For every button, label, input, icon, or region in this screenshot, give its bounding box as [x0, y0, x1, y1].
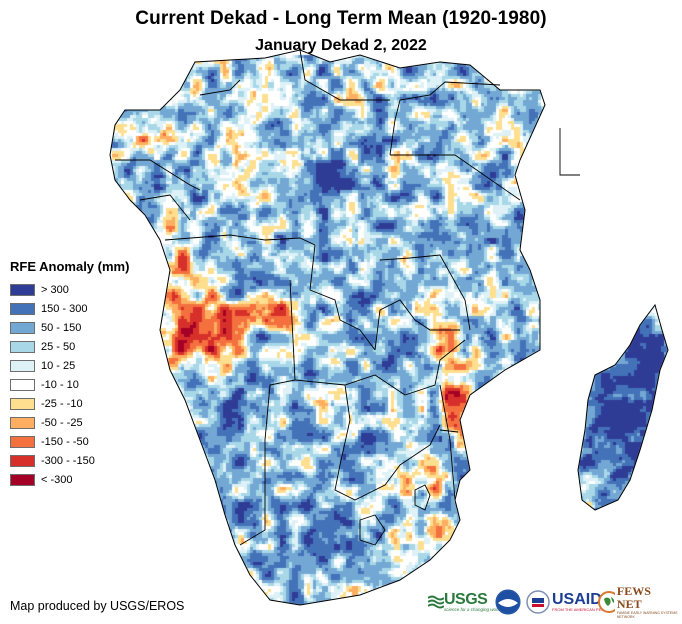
legend-swatch: [10, 359, 35, 372]
fews-net-logo: FEWS NET FAMINE EARLY WARNING SYSTEMS NE…: [598, 584, 678, 620]
legend-label: -50 - -25: [41, 417, 83, 430]
legend-item: > 300: [10, 280, 129, 299]
legend-item: -150 - -50: [10, 433, 129, 452]
legend-label: < -300: [41, 474, 73, 487]
legend-item: 50 - 150: [10, 318, 129, 337]
legend-label: -300 - -150: [41, 455, 95, 468]
legend-rows: > 300 150 - 300 50 - 150 25 - 50 10 - 25 -10 …: [10, 280, 129, 490]
legend-swatch: [10, 398, 35, 411]
legend-label: -25 - -10: [41, 398, 83, 411]
usgs-logo-text: USGS: [444, 590, 488, 608]
legend-label: 150 - 300: [41, 302, 88, 315]
usaid-logo: USAID FROM THE AMERICAN PEOPLE: [526, 584, 612, 620]
legend-item: 25 - 50: [10, 337, 129, 356]
legend-label: > 300: [41, 283, 69, 296]
legend-label: 50 - 150: [41, 321, 82, 334]
usaid-seal-icon: [526, 590, 550, 614]
legend-swatch: [10, 340, 35, 353]
legend-swatch: [10, 379, 35, 392]
legend-item: -300 - -150: [10, 452, 129, 471]
legend-swatch: [10, 455, 35, 468]
legend-item: < -300: [10, 471, 129, 490]
map-title: Current Dekad - Long Term Mean (1920-198…: [135, 8, 547, 29]
legend-item: -25 - -10: [10, 395, 129, 414]
legend-title: RFE Anomaly (mm): [10, 259, 130, 274]
usgs-tagline: science for a changing world: [444, 606, 502, 612]
usaid-tagline: FROM THE AMERICAN PEOPLE: [552, 607, 612, 612]
legend: RFE Anomaly (mm) > 300 150 - 300 50 - 150 2…: [10, 259, 129, 490]
fews-net-logo-text: FEWS NET: [616, 584, 651, 611]
noaa-logo: [495, 584, 521, 620]
legend-label: -150 - -50: [41, 436, 89, 449]
legend-label: 25 - 50: [41, 340, 76, 353]
legend-swatch: [10, 417, 35, 430]
legend-item: -50 - -25: [10, 414, 129, 433]
usgs-wave-icon: [428, 595, 444, 609]
fews-globe-icon: [598, 591, 615, 613]
legend-swatch: [10, 302, 35, 315]
legend-label: -10 - 10: [41, 379, 79, 392]
legend-swatch: [10, 321, 35, 334]
fews-net-tagline: FAMINE EARLY WARNING SYSTEMS NETWORK: [616, 611, 678, 619]
legend-item: 150 - 300: [10, 299, 129, 318]
map-credit: Map produced by USGS/EROS: [10, 599, 185, 613]
map-subtitle: January Dekad 2, 2022: [255, 37, 427, 54]
legend-item: 10 - 25: [10, 356, 129, 375]
noaa-emblem-icon: [495, 589, 521, 615]
legend-label: 10 - 25: [41, 359, 76, 372]
partner-logos: USGS science for a changing world USAID …: [428, 584, 678, 620]
legend-swatch: [10, 474, 35, 487]
usaid-logo-text: USAID: [552, 591, 602, 608]
legend-item: -10 - 10: [10, 375, 129, 394]
legend-swatch: [10, 283, 35, 296]
legend-swatch: [10, 436, 35, 449]
usgs-logo: USGS science for a changing world: [428, 584, 501, 620]
